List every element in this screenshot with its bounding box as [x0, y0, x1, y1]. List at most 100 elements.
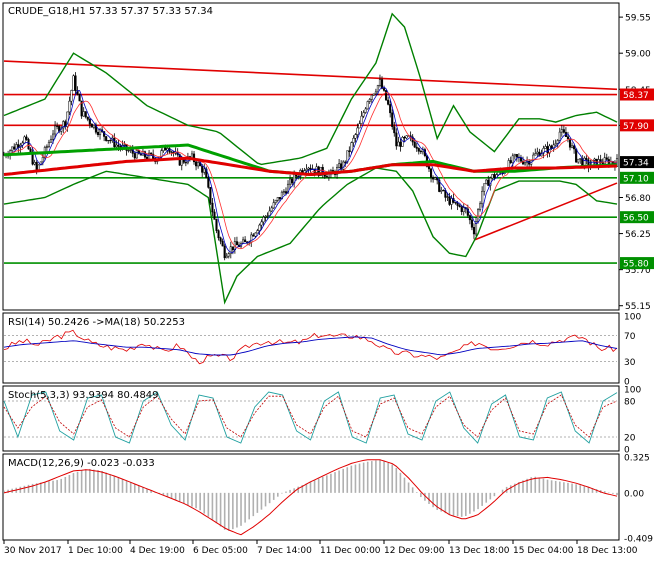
candle-body-285: [585, 157, 588, 161]
candle-body-111: [229, 246, 232, 254]
candle-body-9: [21, 142, 24, 146]
candle-body-266: [546, 146, 549, 154]
price-plot: [2, 12, 619, 305]
macd-panel[interactable]: [2, 453, 620, 541]
candle-body-240: [493, 174, 496, 178]
candle-body-174: [358, 123, 361, 129]
candle-body-251: [515, 154, 518, 158]
candle-body-179: [368, 99, 371, 102]
candle-body-186: [383, 88, 386, 91]
candle-body-210: [432, 177, 435, 180]
candle-body-130: [268, 210, 271, 216]
candle-body-123: [254, 232, 257, 237]
bollinger-lower-band: [3, 167, 618, 305]
candle-body-23: [49, 138, 53, 143]
candle-body-24: [51, 133, 55, 140]
candle-body-196: [403, 137, 406, 139]
rsi-panel[interactable]: [2, 312, 620, 384]
candle-body-64: [133, 153, 136, 159]
candle-body-224: [460, 206, 463, 212]
candle-body-106: [219, 237, 222, 242]
level-label-box-2: [620, 171, 654, 184]
candle-body-137: [282, 191, 285, 193]
level-label-2: 57.10: [623, 174, 649, 184]
candle-body-271: [556, 140, 559, 144]
stoch-tick-label-0: 100: [624, 386, 641, 396]
candle-body-89: [184, 162, 187, 164]
price-tick-label-7: 55.70: [625, 266, 651, 276]
candle-body-61: [127, 150, 130, 152]
candle-body-261: [536, 151, 539, 154]
candle-body-59: [123, 144, 126, 146]
price-tick-label-5: 56.80: [625, 194, 651, 204]
candle-body-103: [213, 211, 216, 220]
time-tick-label-1: 1 Dec 10:00: [68, 546, 123, 556]
time-tick-label-2: 4 Dec 19:00: [130, 546, 185, 556]
candle-body-40: [84, 111, 87, 118]
candle-body-193: [397, 141, 400, 147]
candle-body-173: [356, 127, 359, 135]
candle-body-65: [135, 150, 138, 159]
candle-body-95: [197, 162, 200, 167]
candle-body-177: [364, 108, 367, 113]
candle-body-167: [344, 161, 347, 163]
candle-body-100: [207, 177, 210, 188]
stoch-panel[interactable]: [2, 385, 620, 452]
price-tick-label-1: 59.00: [625, 50, 651, 60]
candle-body-195: [401, 137, 404, 147]
rsi-ma-line: [3, 336, 618, 356]
rsi-title: RSI(14) 50.2426 ->MA(18) 50.2253: [8, 317, 185, 328]
candle-body-273: [560, 129, 563, 133]
candle-body-164: [338, 163, 341, 168]
candle-body-12: [27, 139, 30, 150]
candle-body-25: [54, 125, 57, 135]
candle-body-56: [117, 144, 120, 147]
candle-body-208: [427, 166, 431, 170]
candle-body-235: [483, 183, 486, 192]
time-tick-label-9: 18 Dec 13:00: [577, 546, 638, 556]
candle-body-281: [577, 158, 580, 163]
candle-body-234: [481, 190, 484, 205]
candle-body-101: [209, 187, 212, 204]
time-tick-label-8: 15 Dec 04:00: [513, 546, 574, 556]
candle-body-21: [45, 146, 48, 148]
macd-title: MACD(12,26,9) -0.023 -0.033: [8, 458, 155, 469]
candle-body-118: [244, 239, 247, 242]
level-label-box-4: [620, 257, 654, 270]
candle-body-294: [603, 157, 606, 164]
level-label-0: 58.37: [623, 91, 649, 101]
candle-body-129: [266, 215, 269, 217]
candle-body-180: [370, 94, 373, 100]
candle-body-133: [274, 200, 277, 203]
level-label-3: 56.50: [623, 214, 649, 224]
candle-body-157: [323, 174, 326, 177]
candle-body-236: [485, 179, 488, 184]
candle-body-184: [378, 79, 382, 86]
candle-body-282: [579, 158, 582, 160]
current-price-box: [620, 156, 654, 169]
candle-body-138: [284, 191, 288, 194]
candle-body-292: [599, 159, 602, 164]
main-price-panel[interactable]: [2, 2, 620, 311]
candle-body-255: [524, 161, 527, 165]
candle-body-43: [90, 123, 93, 128]
candle-body-289: [593, 158, 596, 161]
macd-axis: 0.325 0.00 -0.409: [624, 454, 653, 545]
candle-body-276: [566, 136, 570, 140]
candle-body-52: [109, 140, 112, 142]
candle-body-213: [438, 179, 441, 192]
candle-body-229: [470, 219, 473, 228]
candle-body-126: [260, 221, 263, 226]
candle-body-128: [264, 216, 267, 218]
candle-body-19: [41, 157, 44, 163]
candle-body-94: [195, 161, 198, 167]
candle-body-98: [203, 168, 206, 173]
candle-body-150: [309, 167, 312, 170]
candle-body-39: [82, 111, 85, 117]
candle-body-51: [107, 140, 110, 142]
level-label-4: 55.80: [623, 260, 649, 270]
level-label-1: 57.90: [623, 122, 649, 132]
candle-body-223: [458, 205, 461, 207]
ma-short-line: [3, 86, 618, 254]
